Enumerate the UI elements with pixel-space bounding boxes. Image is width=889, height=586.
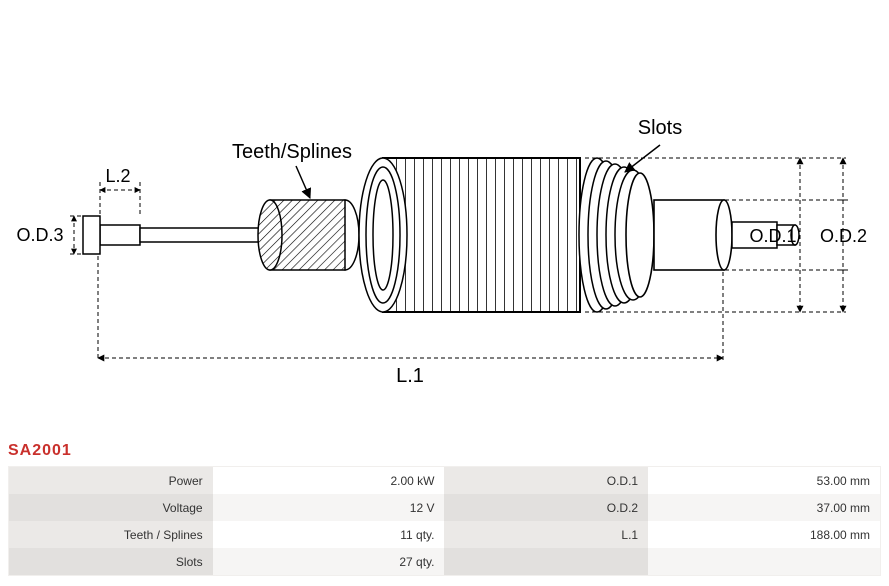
label-teeth-splines: Teeth/Splines	[232, 141, 352, 163]
part-number: SA2001	[0, 440, 889, 466]
spec-value: 12 V	[213, 494, 445, 521]
spec-label: O.D.2	[444, 494, 648, 521]
spec-label: Teeth / Splines	[9, 521, 213, 548]
spec-value: 2.00 kW	[213, 467, 445, 494]
spec-value	[648, 548, 880, 575]
spec-value: 53.00 mm	[648, 467, 880, 494]
spec-label: L.1	[444, 521, 648, 548]
dim-label-OD2: O.D.2	[820, 226, 867, 246]
spec-label: Power	[9, 467, 213, 494]
spec-value: 11 qty.	[213, 521, 445, 548]
spec-label: Slots	[9, 548, 213, 575]
spec-label	[444, 548, 648, 575]
spec-label: O.D.1	[444, 467, 648, 494]
spec-row: Power2.00 kWO.D.153.00 mm	[9, 467, 880, 494]
dim-label-L2: L.2	[105, 166, 130, 186]
spec-value: 37.00 mm	[648, 494, 880, 521]
dim-label-OD3: O.D.3	[16, 225, 63, 245]
spec-value: 188.00 mm	[648, 521, 880, 548]
spec-label: Voltage	[9, 494, 213, 521]
spec-value: 27 qty.	[213, 548, 445, 575]
spec-row: Teeth / Splines11 qty.L.1188.00 mm	[9, 521, 880, 548]
armature-diagram: L.1 L.2 O.D.3 O.D.1 O.D.2 Teeth/Splines …	[0, 0, 889, 440]
dim-label-OD1: O.D.1	[749, 226, 796, 246]
dim-label-L1: L.1	[396, 365, 424, 387]
spec-row: Voltage12 VO.D.237.00 mm	[9, 494, 880, 521]
label-slots: Slots	[638, 117, 682, 139]
spec-row: Slots27 qty.	[9, 548, 880, 575]
spec-table: Power2.00 kWO.D.153.00 mmVoltage12 VO.D.…	[8, 466, 881, 576]
